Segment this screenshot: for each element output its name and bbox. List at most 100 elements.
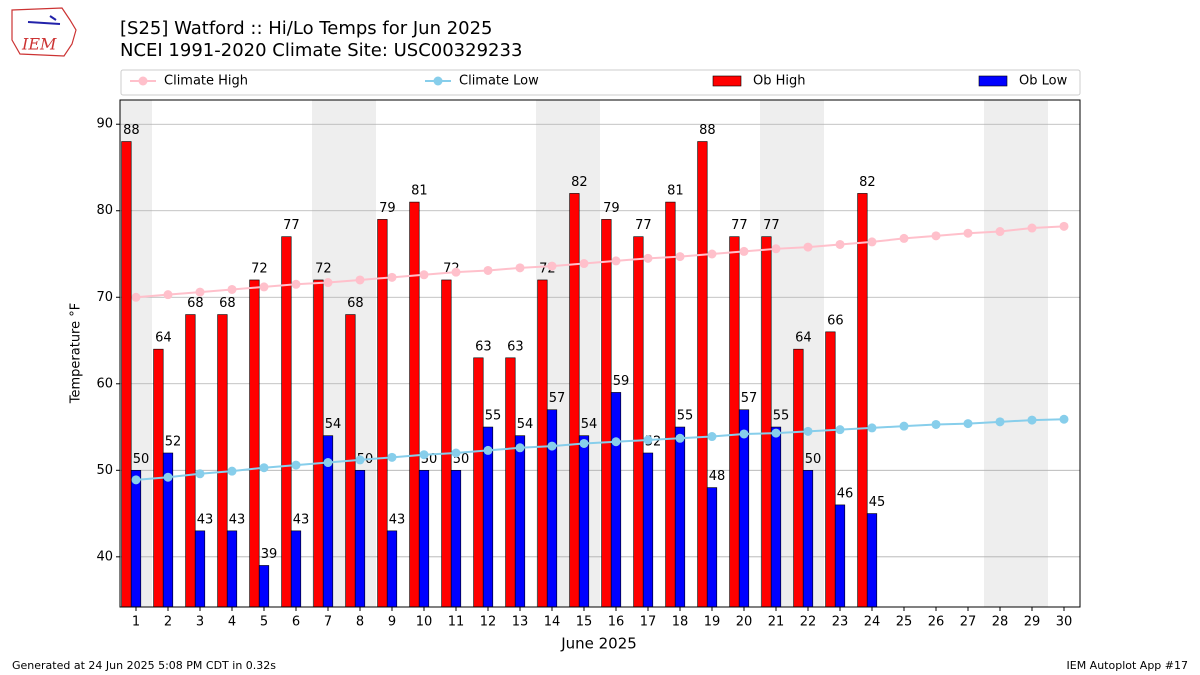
climate-point [899,233,909,243]
bar [130,470,142,608]
climate-point [547,441,557,451]
data-label: 46 [837,486,854,501]
x-tick-label: 18 [672,615,689,630]
bar [633,236,644,608]
bar [674,426,686,608]
climate-point [1059,414,1069,424]
x-tick-label: 9 [388,615,396,630]
data-label: 77 [731,218,748,233]
data-label: 55 [485,409,502,424]
bar [793,348,804,608]
data-label: 48 [709,469,726,484]
weekend-shade [984,100,1016,607]
climate-point [131,292,141,302]
climate-point [739,429,749,439]
bar [281,236,292,608]
bar [258,565,270,608]
data-label: 79 [603,201,620,216]
data-label: 66 [827,313,844,328]
data-label: 77 [283,218,300,233]
climate-point [771,428,781,438]
x-tick-label: 20 [736,615,753,630]
climate-point [259,282,269,292]
x-tick-label: 26 [928,615,945,630]
legend-swatch [978,75,1008,87]
climate-point [451,448,461,458]
bar [249,279,260,608]
climate-point [323,278,333,288]
climate-point [515,263,525,273]
x-axis-label: June 2025 [560,635,637,653]
climate-line [135,225,1065,299]
legend-label: Ob Low [1019,74,1068,89]
climate-point [835,239,845,249]
climate-point [771,244,781,254]
data-label: 68 [187,296,204,311]
y-tick-label: 40 [96,549,113,564]
data-label: 57 [549,391,566,406]
climate-point [867,237,877,247]
data-label: 64 [155,331,172,346]
data-label: 50 [805,452,822,467]
climate-point [643,435,653,445]
data-label: 77 [635,218,652,233]
climate-point [995,227,1005,237]
data-label: 88 [123,123,140,138]
data-label: 72 [251,261,268,276]
bar [761,236,772,608]
weekend-shade [1016,100,1048,607]
climate-point [387,272,397,282]
bar [386,530,398,608]
bar [665,201,676,608]
data-label: 54 [581,417,598,432]
data-label: 63 [507,339,524,354]
x-tick-label: 17 [640,615,657,630]
legend-label: Climate Low [459,74,539,89]
climate-point [707,432,717,442]
climate-point [259,463,269,473]
x-tick-label: 16 [608,615,625,630]
x-tick-label: 10 [416,615,433,630]
climate-point [227,284,237,294]
legend-label: Ob High [753,74,806,89]
data-label: 54 [325,417,342,432]
climate-point [387,452,397,462]
climate-point [355,275,365,285]
logo-text: IEM [21,35,57,54]
climate-point [931,231,941,241]
data-label: 81 [411,184,428,199]
bar [409,201,420,608]
x-tick-label: 15 [576,615,593,630]
climate-point [643,253,653,263]
bar [121,141,132,608]
data-label: 54 [517,417,534,432]
climate-point [195,287,205,297]
data-label: 55 [773,409,790,424]
climate-point [899,421,909,431]
x-tick-label: 1 [132,615,140,630]
climate-line [135,418,1065,481]
data-label: 82 [859,175,876,190]
climate-point [451,267,461,277]
bar [569,193,580,608]
climate-point [867,423,877,433]
footer-right: IEM Autoplot App #17 [1067,659,1189,672]
x-tick-label: 14 [544,615,561,630]
legend-box [120,69,1081,96]
climate-point [963,228,973,238]
bar [226,530,238,608]
bar [194,530,206,608]
logo-outline [11,7,77,57]
x-tick-label: 11 [448,615,465,630]
climate-point [195,469,205,479]
data-label: 43 [293,512,310,527]
bar [450,470,462,608]
x-tick-label: 7 [324,615,332,630]
climate-point [291,460,301,470]
x-tick-label: 27 [960,615,977,630]
climate-point [1059,221,1069,231]
climate-point [515,443,525,453]
bar [610,392,622,608]
bar [738,409,750,608]
